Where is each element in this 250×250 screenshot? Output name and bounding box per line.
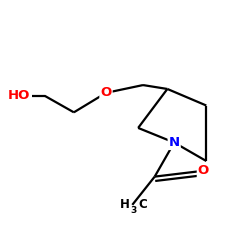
Text: C: C: [138, 198, 147, 211]
Text: O: O: [198, 164, 209, 177]
Text: H: H: [120, 198, 130, 211]
Text: 3: 3: [130, 206, 137, 216]
Text: O: O: [100, 86, 112, 99]
Text: N: N: [168, 136, 180, 149]
Text: HO: HO: [8, 89, 30, 102]
